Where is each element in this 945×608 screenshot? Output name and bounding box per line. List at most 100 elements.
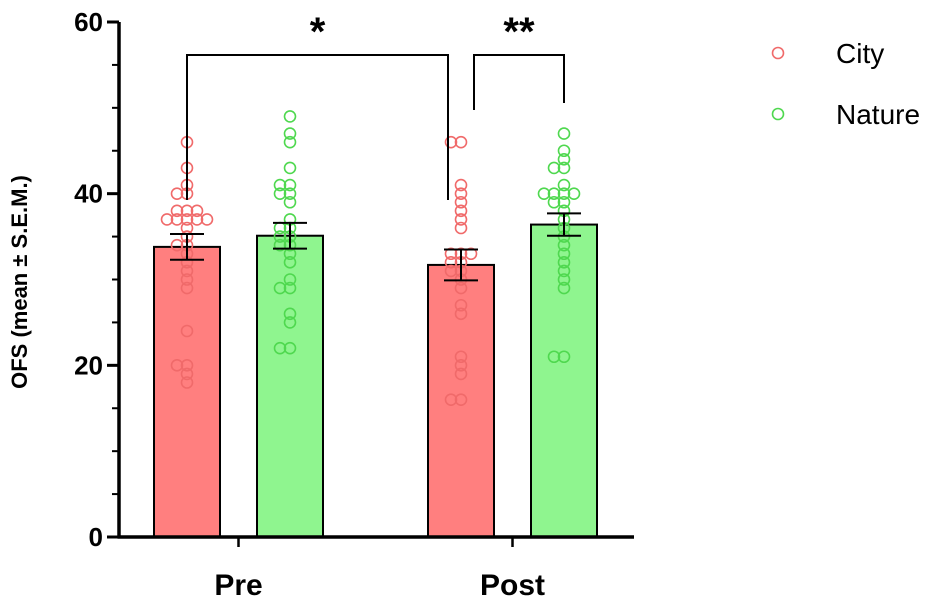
data-point-nature-post: [557, 153, 571, 166]
legend-marker-city: [771, 46, 785, 60]
data-point-nature-post: [557, 178, 571, 192]
bar-nature-pre: [256, 234, 324, 538]
legend-label-city: City: [836, 38, 884, 69]
data-point-nature-pre: [283, 178, 297, 192]
data-point-city-post: [454, 135, 468, 149]
data-point-nature-post: [547, 195, 561, 209]
data-point-nature-pre: [283, 256, 297, 269]
bar-city-post: [427, 263, 495, 538]
data-point-nature-post: [557, 144, 571, 158]
data-point-nature-pre: [273, 238, 287, 252]
data-point-city-pre: [170, 187, 184, 200]
legend-marker-nature: [771, 107, 785, 121]
significance-bracket: [473, 54, 565, 110]
data-point-city-post: [454, 178, 468, 192]
data-point-city-post: [454, 350, 468, 364]
y-tick-label: 60: [74, 7, 103, 37]
y-tick-label: 20: [74, 350, 103, 380]
data-point-city-pre: [170, 359, 184, 372]
data-point-city-post: [444, 135, 458, 149]
data-point-city-pre: [180, 264, 194, 278]
data-point-city-pre: [190, 204, 204, 218]
data-point-nature-pre: [283, 127, 297, 140]
data-point-nature-post: [537, 187, 551, 200]
data-point-nature-post: [547, 350, 561, 364]
data-point-city-pre: [180, 281, 194, 295]
data-point-nature-pre: [283, 135, 297, 149]
data-point-nature-pre: [283, 307, 297, 321]
data-point-city-post: [454, 221, 468, 235]
y-tick-label: 40: [74, 179, 103, 209]
data-point-city-post: [454, 204, 468, 218]
data-point-city-pre: [180, 213, 194, 226]
data-point-nature-pre: [273, 187, 287, 200]
data-point-nature-pre: [273, 230, 287, 243]
data-point-city-pre: [180, 204, 194, 218]
data-point-nature-post: [557, 127, 571, 140]
data-point-city-pre: [180, 273, 194, 286]
data-point-nature-post: [557, 256, 571, 269]
significance-label: *: [310, 10, 326, 54]
data-point-nature-post: [547, 187, 561, 200]
data-point-nature-pre: [283, 110, 297, 123]
data-point-nature-pre: [283, 161, 297, 175]
axes-layer: 0 20 40 60 Pre Post OFS (mean ± S.E.M.): [7, 7, 634, 602]
y-tick-label: 0: [89, 522, 103, 552]
data-point-nature-pre: [283, 341, 297, 355]
data-point-city-post: [444, 264, 458, 278]
data-point-nature-pre: [273, 178, 287, 192]
bars-layer: [153, 223, 598, 538]
data-point-nature-pre: [283, 273, 297, 286]
data-point-nature-pre: [283, 195, 297, 209]
data-point-nature-post: [557, 238, 571, 252]
data-point-city-post: [464, 247, 478, 261]
data-point-nature-pre: [283, 281, 297, 295]
data-point-nature-pre: [273, 341, 287, 355]
data-point-city-post: [454, 195, 468, 209]
data-point-nature-pre: [283, 316, 297, 329]
data-point-nature-pre: [283, 187, 297, 200]
data-point-city-pre: [190, 213, 204, 226]
bar-nature-post: [530, 223, 598, 538]
data-point-city-post: [454, 187, 468, 200]
data-point-city-pre: [200, 213, 214, 226]
data-point-nature-post: [557, 195, 571, 209]
data-point-city-pre: [180, 367, 194, 381]
data-point-city-post: [444, 247, 458, 261]
significance-bracket: [186, 54, 449, 200]
data-point-nature-post: [557, 264, 571, 278]
y-axis-label: OFS (mean ± S.E.M.): [7, 175, 32, 389]
data-point-city-post: [444, 256, 458, 269]
data-point-nature-post: [557, 187, 571, 200]
x-tick-label-pre: Pre: [214, 569, 262, 602]
data-point-city-post: [454, 393, 468, 406]
data-point-city-pre: [180, 324, 194, 338]
data-point-city-post: [454, 298, 468, 312]
data-point-city-pre: [160, 213, 174, 226]
data-point-city-post: [444, 393, 458, 406]
data-point-nature-post: [557, 161, 571, 175]
bar-city-pre: [153, 245, 221, 538]
data-point-nature-post: [557, 247, 571, 261]
data-point-city-pre: [170, 238, 184, 252]
error-bars-layer: [170, 212, 581, 282]
data-point-city-post: [454, 281, 468, 295]
points-layer: [160, 110, 581, 406]
data-point-nature-post: [547, 161, 561, 175]
data-point-city-pre: [180, 359, 194, 372]
data-point-city-pre: [170, 204, 184, 218]
data-point-nature-post: [557, 273, 571, 286]
legend: City Nature: [771, 38, 920, 130]
data-point-city-post: [454, 307, 468, 321]
significance-label: **: [503, 10, 535, 54]
significance-layer: * **: [186, 10, 565, 200]
data-point-city-post: [454, 359, 468, 372]
data-point-nature-post: [557, 350, 571, 364]
data-point-city-pre: [170, 213, 184, 226]
data-point-city-post: [454, 213, 468, 226]
data-point-nature-post: [567, 187, 581, 200]
data-point-city-post: [454, 367, 468, 381]
x-tick-label-post: Post: [480, 569, 545, 602]
data-point-nature-post: [557, 281, 571, 295]
